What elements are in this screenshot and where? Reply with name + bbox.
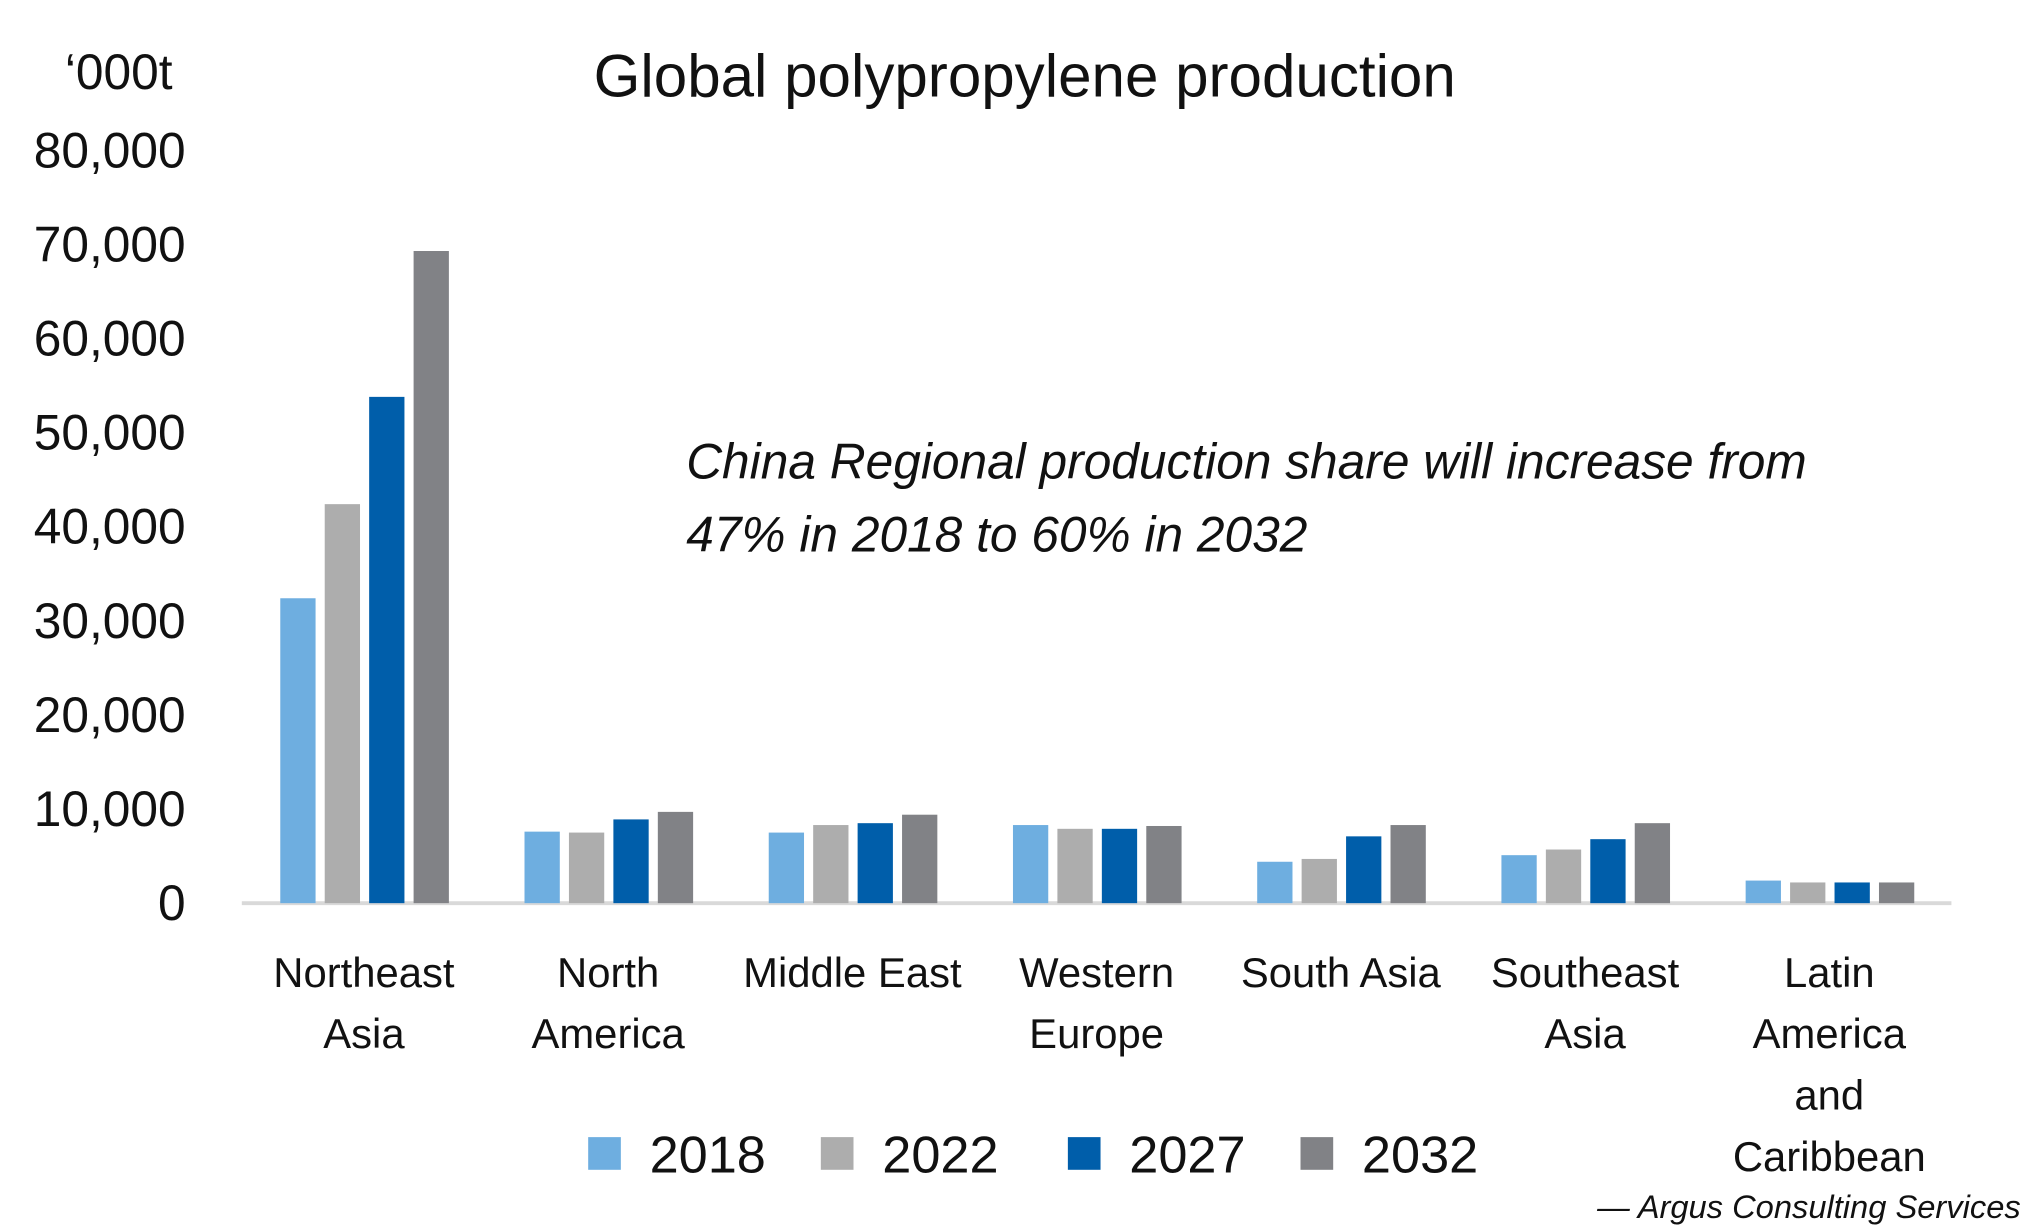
y-axis-unit-label: ‘000t — [65, 44, 173, 100]
source-note: — Argus Consulting Services — [1596, 1188, 2021, 1225]
bar-2018 — [768, 832, 805, 904]
legend-label: 2027 — [1129, 1126, 1245, 1184]
bar-2032 — [1146, 825, 1182, 904]
y-tick-label: 70,000 — [34, 216, 186, 272]
x-category-label: Northeast — [273, 949, 455, 996]
bar-2032 — [1634, 823, 1671, 904]
bar-2018 — [1257, 861, 1293, 904]
annotation-line-2: 47% in 2018 to 60% in 2032 — [686, 507, 1307, 563]
y-tick-label: 20,000 — [34, 687, 186, 743]
chart-title: Global polypropylene production — [594, 43, 1456, 110]
bar-2027 — [1590, 839, 1626, 904]
x-category-label: Latin — [1784, 949, 1875, 996]
bar-2022 — [568, 832, 605, 904]
legend-swatch-2018 — [588, 1137, 621, 1170]
x-category-label: South Asia — [1241, 949, 1442, 996]
legend-label: 2018 — [650, 1126, 766, 1184]
x-category-label: Asia — [1544, 1010, 1626, 1057]
x-category-label: Caribbean — [1733, 1133, 1926, 1180]
y-tick-label: 40,000 — [34, 499, 186, 555]
bar-2032 — [1390, 825, 1426, 904]
bar-2027 — [613, 819, 649, 904]
bar-2022 — [1057, 828, 1093, 904]
x-category-label: and — [1794, 1072, 1864, 1119]
y-tick-label: 80,000 — [34, 122, 186, 178]
bar-2018 — [1745, 880, 1781, 904]
bar-2022 — [1545, 849, 1582, 904]
bar-2027 — [1101, 828, 1138, 904]
legend-label: 2022 — [882, 1126, 998, 1184]
x-category-label: America — [1753, 1010, 1907, 1057]
bar-2032 — [1878, 882, 1915, 904]
bar-2018 — [1501, 855, 1537, 904]
y-tick-label: 60,000 — [34, 311, 186, 367]
x-category-label: Middle East — [743, 949, 962, 996]
bar-2027 — [1834, 882, 1870, 904]
legend-swatch-2032 — [1300, 1137, 1334, 1170]
bar-2027 — [369, 396, 405, 904]
x-category-label: North — [557, 949, 659, 996]
legend-swatch-2027 — [1067, 1137, 1101, 1170]
bar-2027 — [857, 823, 893, 904]
bar-2022 — [1790, 882, 1826, 904]
bar-2032 — [657, 811, 694, 904]
x-category-label: Asia — [323, 1010, 405, 1057]
bar-2018 — [524, 831, 560, 904]
y-tick-label: 0 — [158, 875, 186, 931]
x-category-label: Southeast — [1491, 949, 1680, 996]
bar-2032 — [413, 251, 449, 904]
bar-2022 — [1301, 858, 1337, 904]
bar-2022 — [813, 825, 849, 904]
legend-label: 2032 — [1362, 1126, 1478, 1184]
x-category-label: Europe — [1029, 1010, 1164, 1057]
y-tick-label: 10,000 — [34, 781, 186, 837]
bar-2032 — [902, 814, 938, 904]
x-category-label: America — [531, 1010, 685, 1057]
y-tick-label: 30,000 — [34, 593, 186, 649]
y-tick-label: 50,000 — [34, 405, 186, 461]
bar-2018 — [1012, 825, 1049, 904]
legend-swatch-2022 — [820, 1137, 854, 1170]
x-category-label: Western — [1019, 949, 1174, 996]
bar-2027 — [1346, 836, 1382, 904]
annotation-line-1: China Regional production share will inc… — [686, 433, 1807, 489]
bar-2022 — [324, 504, 361, 904]
bar-2018 — [280, 598, 316, 904]
